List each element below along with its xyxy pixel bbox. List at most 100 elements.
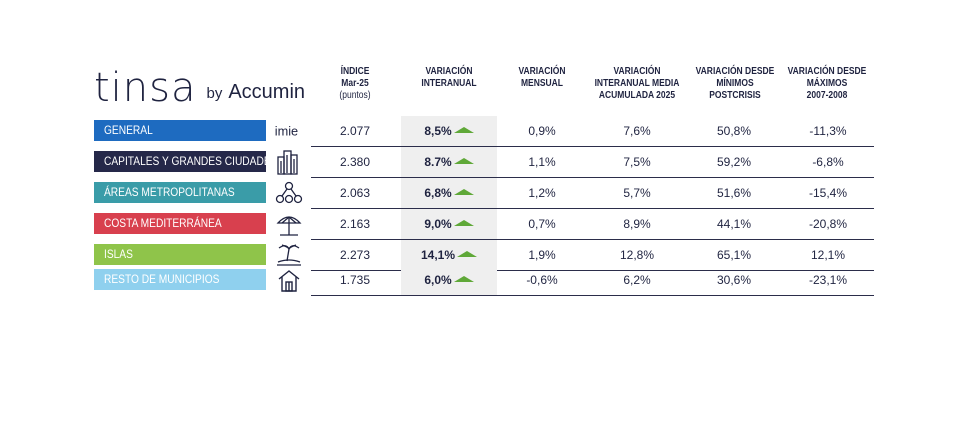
cell-mensual: 1,2%	[528, 186, 556, 200]
header-interanual-title: VARIACIÓN	[425, 66, 473, 77]
cell-acumulada: 5,7%	[623, 186, 651, 200]
region-label-capitales: CAPITALES Y GRANDES CIUDADES	[94, 151, 266, 172]
beach-umbrella-icon	[274, 211, 304, 237]
header-acumulada-title: VARIACIÓN	[613, 66, 661, 77]
header-maximos-line3: 2007-2008	[806, 90, 848, 101]
cell-acumulada: 8,9%	[623, 217, 651, 231]
header-maximos: VARIACIÓN DESDE MÁXIMOS 2007-2008	[780, 66, 874, 102]
header-mensual-line2: MENSUAL	[520, 78, 564, 89]
table-row-costa-mediterranea: COSTA MEDITERRÁNEA 2.163 9,0% 0,7% 8,9% …	[94, 209, 874, 240]
header-indice-sub: (puntos)	[339, 90, 371, 101]
cell-acumulada: 7,5%	[623, 155, 651, 169]
trend-up-icon	[457, 251, 478, 257]
header-acumulada: VARIACIÓN INTERANUAL MEDIA ACUMULADA 202…	[590, 66, 684, 102]
interanual-value: 6,8%	[424, 186, 452, 200]
cell-acumulada: 6,2%	[623, 273, 651, 287]
header-acumulada-line2: INTERANUAL MEDIA	[594, 78, 680, 89]
interanual-value: 8,5%	[424, 124, 452, 138]
header-minimos-line3: POSTCRISIS	[709, 90, 761, 101]
cell-maximos: -15,4%	[808, 186, 848, 200]
region-label-text: ÁREAS METROPOLITANAS	[104, 185, 235, 199]
island-icon	[274, 242, 304, 268]
region-label-text: RESTO DE MUNICIPIOS	[104, 272, 220, 286]
cell-acumulada: 12,8%	[619, 248, 655, 262]
logo-accumin: Accumin	[228, 81, 306, 103]
region-label-islas: ISLAS	[94, 244, 266, 265]
house-icon	[274, 267, 304, 293]
cell-interanual: 6,8%	[401, 178, 497, 208]
network-icon	[274, 180, 304, 206]
buildings-icon	[274, 149, 304, 175]
cell-interanual: 8,5%	[401, 116, 497, 146]
cell-index: 2.380	[339, 155, 371, 169]
header-interanual: VARIACIÓN INTERANUAL	[408, 66, 490, 90]
imie-logo-icon: imie	[274, 118, 304, 144]
logo-by: by	[206, 85, 223, 102]
row-divider	[311, 146, 874, 147]
imie-logo-text: imie	[275, 124, 298, 139]
header-mensual-title: VARIACIÓN	[518, 66, 566, 77]
cell-maximos: -23,1%	[808, 273, 848, 287]
table-row-general: GENERAL imie 2.077 8,5% 0,9% 7,6% 50,8% …	[94, 116, 874, 147]
region-label-costa: COSTA MEDITERRÁNEA	[94, 213, 266, 234]
region-label-text: ISLAS	[104, 247, 133, 261]
header-mensual: VARIACIÓN MENSUAL	[503, 66, 581, 90]
cell-acumulada: 7,6%	[623, 124, 651, 138]
trend-up-icon	[453, 189, 474, 195]
table-row-capitales: CAPITALES Y GRANDES CIUDADES 2.380 8.7% …	[94, 147, 874, 178]
header-maximos-title: VARIACIÓN DESDE	[787, 66, 867, 77]
table-row-areas-metropolitanas: ÁREAS METROPOLITANAS 2.063 6,8% 1,2% 5,7…	[94, 178, 874, 209]
row-divider	[311, 177, 874, 178]
cell-maximos: -6,8%	[812, 155, 844, 169]
region-label-general: GENERAL	[94, 120, 266, 141]
cell-mensual: -0,6%	[526, 273, 558, 287]
interanual-value: 6,0%	[424, 273, 452, 287]
cell-index: 2.063	[339, 186, 371, 200]
cell-minimos: 50,8%	[716, 124, 752, 138]
table-row-resto-municipios: RESTO DE MUNICIPIOS 1.735 6,0% -0,6% 6,2…	[94, 265, 874, 296]
cell-interanual: 8.7%	[401, 147, 497, 177]
region-label-resto: RESTO DE MUNICIPIOS	[94, 269, 266, 290]
cell-index: 2.077	[339, 124, 371, 138]
header-maximos-line2: MÁXIMOS	[806, 78, 848, 89]
cell-maximos: -20,8%	[808, 217, 848, 231]
cell-mensual: 0,9%	[528, 124, 556, 138]
region-label-text: CAPITALES Y GRANDES CIUDADES	[104, 154, 266, 168]
trend-up-icon	[453, 276, 474, 282]
interanual-value: 9,0%	[424, 217, 452, 231]
cell-index: 1.735	[339, 273, 371, 287]
interanual-value: 14,1%	[420, 248, 456, 262]
cell-interanual: 6,0%	[401, 265, 497, 295]
row-divider	[311, 239, 874, 240]
cell-minimos: 51,6%	[716, 186, 752, 200]
region-label-text: GENERAL	[104, 123, 153, 137]
header-indice: ÍNDICE Mar-25 (puntos)	[325, 66, 385, 102]
trend-up-icon	[453, 127, 474, 133]
header-minimos: VARIACIÓN DESDE MÍNIMOS POSTCRISIS	[688, 66, 782, 102]
cell-minimos: 59,2%	[716, 155, 752, 169]
cell-interanual: 9,0%	[401, 209, 497, 239]
row-divider	[311, 208, 874, 209]
trend-up-icon	[453, 220, 474, 226]
region-label-text: COSTA MEDITERRÁNEA	[104, 216, 222, 230]
cell-minimos: 65,1%	[716, 248, 752, 262]
trend-up-icon	[453, 158, 474, 164]
cell-index: 2.273	[339, 248, 371, 262]
cell-maximos: -11,3%	[809, 124, 847, 138]
header-indice-title: ÍNDICE	[340, 66, 370, 77]
interanual-value: 8.7%	[424, 155, 452, 169]
row-divider	[311, 270, 874, 271]
cell-mensual: 0,7%	[528, 217, 556, 231]
cell-mensual: 1,9%	[528, 248, 556, 262]
logo-tinsa: tinsa	[94, 65, 197, 111]
tinsa-accumin-logo: tinsa by Accumin	[94, 62, 305, 108]
header-interanual-line2: INTERANUAL	[421, 78, 477, 89]
cell-mensual: 1,1%	[528, 155, 556, 169]
cell-minimos: 30,6%	[716, 273, 752, 287]
header-minimos-title: VARIACIÓN DESDE	[695, 66, 775, 77]
row-divider	[311, 295, 874, 296]
header-acumulada-line3: ACUMULADA 2025	[598, 90, 676, 101]
header-minimos-line2: MÍNIMOS	[716, 78, 754, 89]
header-indice-line2: Mar-25	[341, 78, 369, 89]
cell-index: 2.163	[339, 217, 371, 231]
